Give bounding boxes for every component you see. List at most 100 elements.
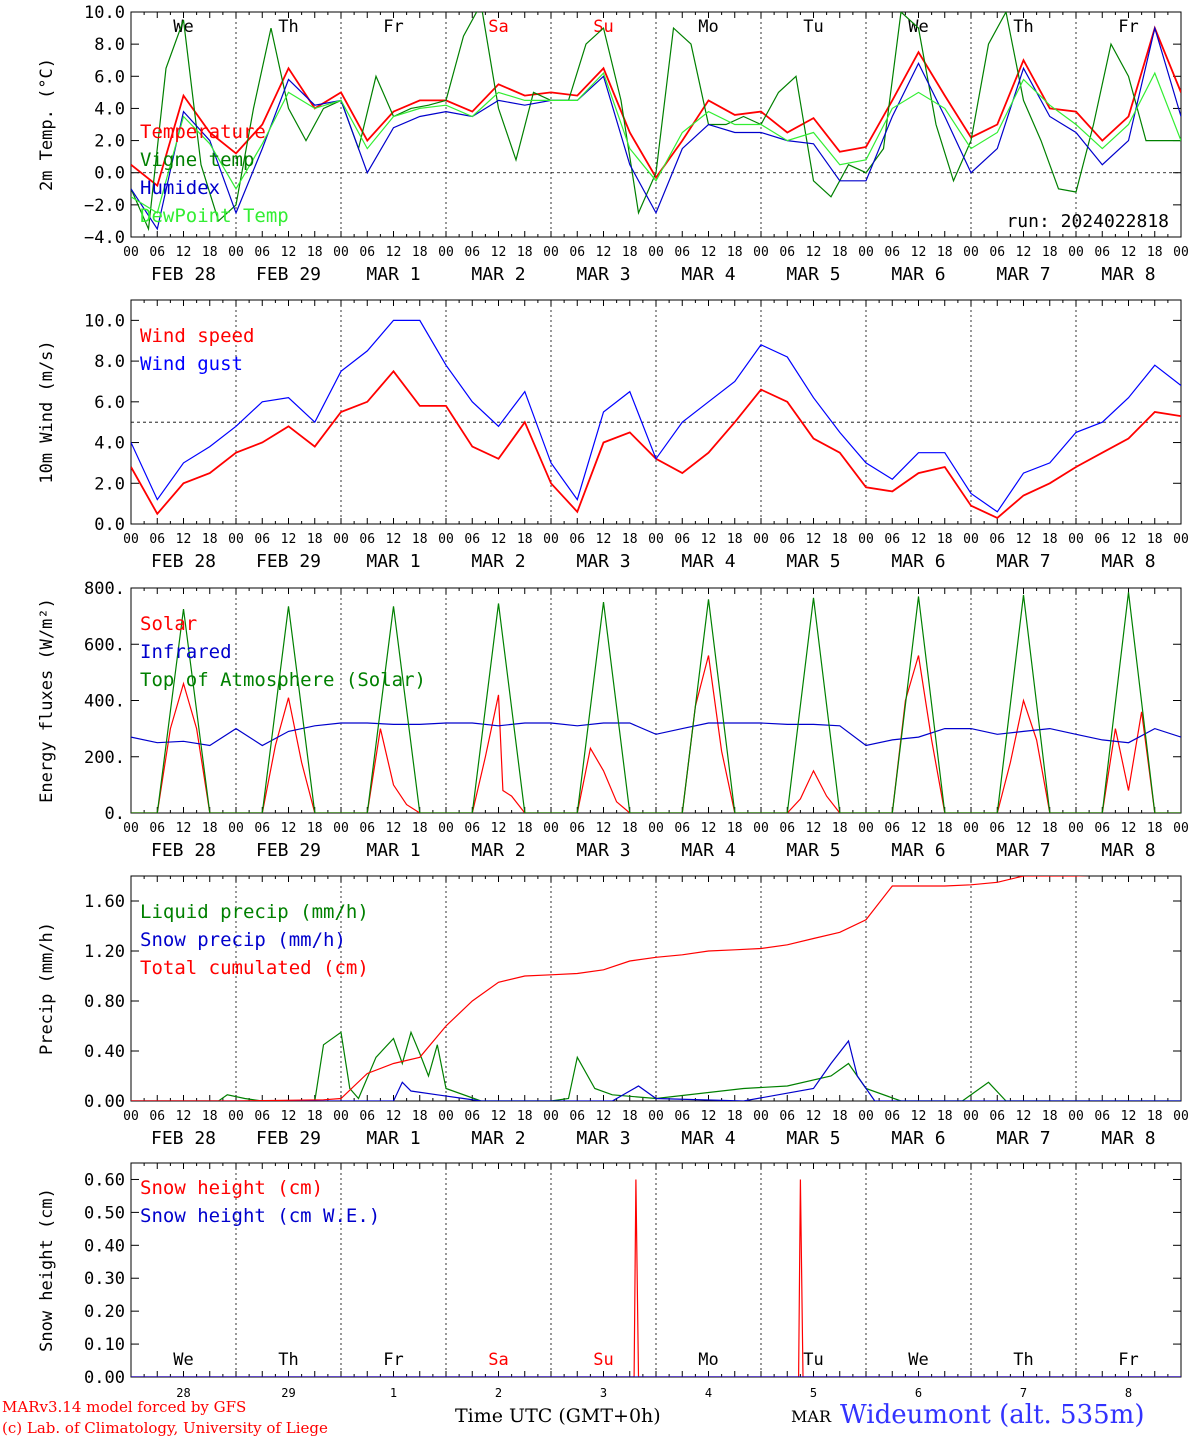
legend-entry: Infrared bbox=[140, 641, 232, 663]
series-line-snow-precip-mm-h- bbox=[131, 1039, 1181, 1101]
hour-tick-label: 00 bbox=[858, 1109, 874, 1124]
legend-entry: Wind gust bbox=[140, 353, 243, 375]
weekday-label: Fr bbox=[383, 1350, 403, 1370]
hour-tick-label: 00 bbox=[753, 1109, 769, 1124]
y-tick-label: 0.40 bbox=[84, 1042, 125, 1062]
hour-tick-label: 12 bbox=[281, 245, 297, 260]
hour-tick-label: 18 bbox=[937, 532, 953, 547]
day-number-label: 2 bbox=[495, 1386, 502, 1400]
date-label: MAR 4 bbox=[681, 840, 735, 861]
weekday-label: Su bbox=[593, 1350, 613, 1370]
hour-tick-label: 06 bbox=[779, 821, 795, 836]
weekday-label: Sa bbox=[488, 17, 508, 37]
hour-tick-label: 06 bbox=[674, 245, 690, 260]
y-tick-label: 0.0 bbox=[94, 164, 125, 184]
y-tick-label: 0. bbox=[105, 804, 125, 824]
legend-entry: Humidex bbox=[140, 177, 220, 199]
y-tick-label: 0.0 bbox=[94, 515, 125, 535]
day-number-label: 28 bbox=[176, 1386, 190, 1400]
hour-tick-label: 18 bbox=[727, 1109, 743, 1124]
hour-tick-label: 18 bbox=[832, 821, 848, 836]
hour-tick-label: 18 bbox=[412, 245, 428, 260]
series-line-solar bbox=[131, 655, 1181, 813]
hour-tick-label: 00 bbox=[543, 245, 559, 260]
hour-tick-label: 12 bbox=[701, 821, 717, 836]
y-tick-label: 0.10 bbox=[84, 1335, 125, 1355]
hour-tick-label: 12 bbox=[1016, 1109, 1032, 1124]
y-axis-label: Precip (mm/h) bbox=[37, 922, 57, 1055]
hour-tick-label: 00 bbox=[333, 532, 349, 547]
legend-entry: Snow precip (mm/h) bbox=[140, 929, 346, 951]
hour-tick-label: 00 bbox=[123, 821, 139, 836]
y-tick-label: 400. bbox=[84, 692, 125, 712]
hour-tick-label: 06 bbox=[674, 532, 690, 547]
hour-tick-label: 18 bbox=[727, 245, 743, 260]
panel-precip: 1.60 1.20 0.80 0.40 0.00 Precip (mm/h) Liquid … bbox=[37, 875, 1189, 1149]
y-tick-label: −4.0 bbox=[84, 228, 125, 248]
panel-temp: 10.0 8.0 6.0 4.0 2.0 0.0 −2.0 −4.0 2m Temp. (°C)… bbox=[37, 3, 1189, 285]
hour-tick-label: 18 bbox=[202, 821, 218, 836]
date-label: MAR 5 bbox=[786, 264, 840, 285]
date-label: MAR 4 bbox=[681, 264, 735, 285]
weekday-label: We bbox=[908, 17, 928, 37]
hour-tick-label: 06 bbox=[674, 821, 690, 836]
y-tick-label: 0.20 bbox=[84, 1302, 125, 1322]
hour-tick-label: 12 bbox=[596, 821, 612, 836]
hour-tick-label: 06 bbox=[569, 532, 585, 547]
hour-tick-label: 06 bbox=[149, 245, 165, 260]
y-tick-label: 4.0 bbox=[94, 99, 125, 119]
hour-tick-label: 18 bbox=[202, 245, 218, 260]
hour-tick-label: 12 bbox=[386, 821, 402, 836]
hour-tick-label: 18 bbox=[937, 1109, 953, 1124]
hour-tick-label: 00 bbox=[1068, 1109, 1084, 1124]
hour-tick-label: 00 bbox=[438, 1109, 454, 1124]
date-label: MAR 3 bbox=[576, 551, 630, 572]
hour-tick-label: 00 bbox=[648, 1109, 664, 1124]
day-number-label: 6 bbox=[915, 1386, 922, 1400]
hour-tick-label: 06 bbox=[989, 532, 1005, 547]
hour-tick-label: 12 bbox=[806, 1109, 822, 1124]
hour-tick-label: 00 bbox=[1173, 532, 1189, 547]
hour-tick-label: 18 bbox=[1147, 532, 1163, 547]
hour-tick-label: 00 bbox=[228, 1109, 244, 1124]
date-label: MAR 1 bbox=[366, 840, 420, 861]
hour-tick-label: 00 bbox=[1173, 1109, 1189, 1124]
hour-tick-label: 06 bbox=[254, 1109, 270, 1124]
weekday-label: Th bbox=[1013, 17, 1033, 37]
hour-tick-label: 06 bbox=[464, 1109, 480, 1124]
hour-tick-label: 12 bbox=[386, 1109, 402, 1124]
weekday-label: We bbox=[908, 1350, 928, 1370]
hour-tick-label: 18 bbox=[412, 821, 428, 836]
y-tick-label: 1.20 bbox=[84, 942, 125, 962]
hour-tick-label: 18 bbox=[727, 532, 743, 547]
date-label: FEB 29 bbox=[256, 264, 321, 285]
hour-tick-label: 06 bbox=[884, 1109, 900, 1124]
hour-tick-label: 18 bbox=[832, 1109, 848, 1124]
hour-tick-label: 12 bbox=[491, 821, 507, 836]
hour-tick-label: 18 bbox=[832, 245, 848, 260]
hour-tick-label: 12 bbox=[701, 1109, 717, 1124]
weekday-label: We bbox=[173, 1350, 193, 1370]
hour-tick-label: 06 bbox=[1094, 245, 1110, 260]
series-line-total-cumulated-cm- bbox=[131, 876, 1090, 1101]
hour-tick-label: 06 bbox=[569, 1109, 585, 1124]
hour-tick-label: 06 bbox=[464, 245, 480, 260]
legend-entry: Wind speed bbox=[140, 325, 254, 347]
date-label: MAR 1 bbox=[366, 551, 420, 572]
hour-tick-label: 18 bbox=[727, 821, 743, 836]
y-tick-label: 6.0 bbox=[94, 393, 125, 413]
date-label: FEB 28 bbox=[151, 840, 216, 861]
y-tick-label: 10.0 bbox=[84, 3, 125, 23]
hour-tick-label: 06 bbox=[989, 1109, 1005, 1124]
date-label: MAR 2 bbox=[471, 1128, 525, 1149]
hour-tick-label: 00 bbox=[858, 245, 874, 260]
legend-entry: Total cumulated (cm) bbox=[140, 957, 369, 979]
legend-entry: Temperature bbox=[140, 121, 266, 143]
hour-tick-label: 06 bbox=[1094, 1109, 1110, 1124]
series-line-temperature bbox=[131, 25, 1181, 188]
weekday-label: Fr bbox=[1118, 17, 1138, 37]
date-label: MAR 7 bbox=[996, 840, 1050, 861]
y-tick-label: 6.0 bbox=[94, 67, 125, 87]
hour-tick-label: 18 bbox=[1147, 245, 1163, 260]
hour-tick-label: 18 bbox=[517, 1109, 533, 1124]
